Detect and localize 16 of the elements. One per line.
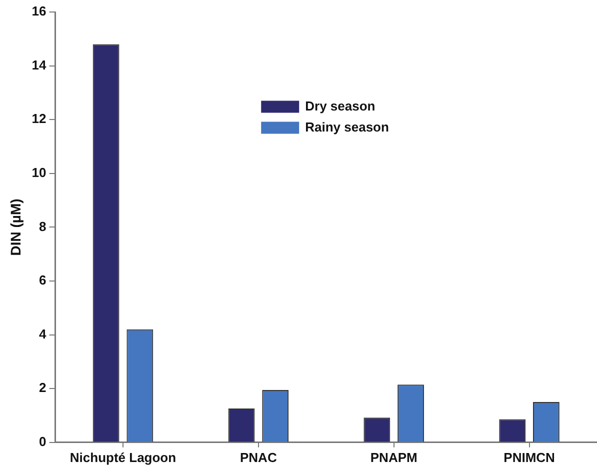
y-tick-label: 16 — [32, 4, 46, 19]
y-tick-label: 14 — [32, 57, 48, 72]
x-tick-label: Nichupté Lagoon — [70, 450, 176, 465]
y-tick-label: 0 — [39, 434, 46, 449]
y-axis-title: DIN (µM) — [7, 198, 24, 256]
x-tick-label: PNIMCN — [504, 450, 555, 465]
legend-label: Rainy season — [305, 119, 389, 134]
legend-label: Dry season — [305, 98, 376, 114]
x-tick-label: PNAPM — [370, 450, 418, 465]
y-tick-label: 10 — [32, 164, 46, 180]
y-tick-label: 2 — [39, 380, 46, 396]
y-tick-label: 8 — [39, 218, 46, 234]
y-tick-label: 6 — [39, 272, 46, 288]
y-tick-label: 4 — [39, 326, 48, 342]
x-tick-label: PNAC — [240, 450, 278, 465]
y-tick-label: 12 — [32, 111, 46, 126]
